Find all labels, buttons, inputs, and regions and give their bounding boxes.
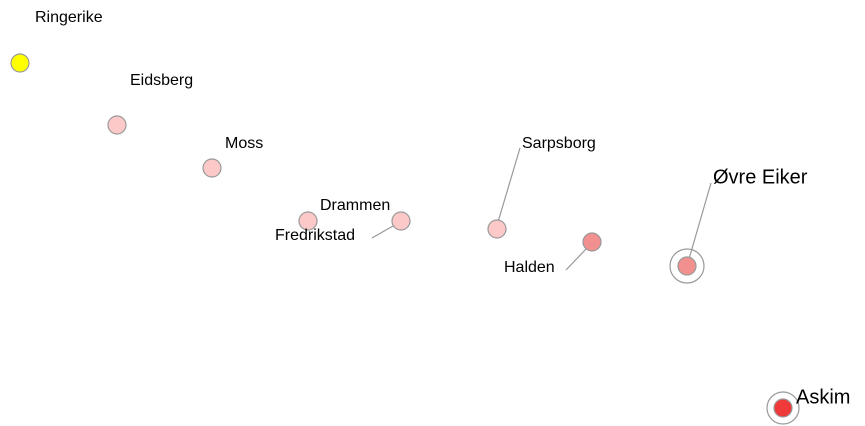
node: [10, 53, 30, 73]
leader-line: [371, 225, 394, 239]
leader-line: [688, 182, 712, 260]
leader-line: [497, 147, 521, 223]
highlight-ring: [766, 391, 800, 425]
node-label: Moss: [225, 135, 263, 152]
node: [107, 115, 127, 135]
node: [582, 232, 602, 252]
highlight-ring: [669, 248, 705, 284]
node: [773, 398, 793, 418]
node-label: Drammen: [320, 197, 390, 214]
node-label: Sarpsborg: [522, 135, 596, 152]
node-label: Askim: [796, 386, 850, 408]
node: [487, 219, 507, 239]
node-label: Øvre Eiker: [713, 166, 808, 188]
node: [391, 211, 411, 231]
leader-line: [565, 247, 588, 271]
node: [202, 158, 222, 178]
node-label: Halden: [504, 259, 555, 276]
node-label: Fredrikstad: [275, 227, 355, 244]
node: [298, 211, 318, 231]
node-label: Ringerike: [35, 9, 103, 26]
node: [677, 256, 697, 276]
node-label: Eidsberg: [130, 72, 193, 89]
